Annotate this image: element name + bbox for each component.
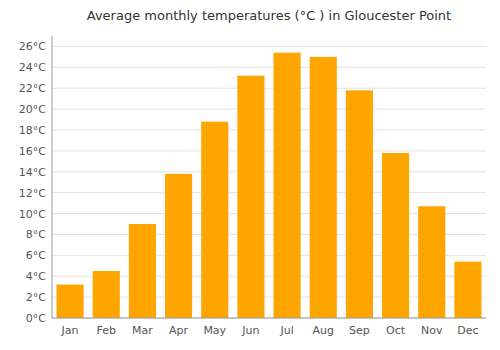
grid-line <box>52 67 486 68</box>
y-tick-label: 18°C <box>19 124 46 137</box>
grid-line <box>52 109 486 110</box>
bar <box>310 57 337 318</box>
y-tick-label: 0°C <box>26 312 46 325</box>
bar <box>93 271 120 318</box>
bar <box>57 285 84 318</box>
x-tick-label: May <box>203 324 226 337</box>
y-tick-label: 8°C <box>26 228 46 241</box>
y-tick-label: 6°C <box>26 249 46 262</box>
x-tick-label: Feb <box>97 324 116 337</box>
x-tick-label: Oct <box>386 324 406 337</box>
y-tick-label: 20°C <box>19 103 46 116</box>
y-tick-label: 24°C <box>19 61 46 74</box>
x-tick-label: Jan <box>61 324 79 337</box>
grid-line <box>52 130 486 131</box>
y-axis-line <box>52 36 53 318</box>
bar <box>129 224 156 318</box>
x-tick-label: Jul <box>279 324 293 337</box>
y-tick-label: 14°C <box>19 166 46 179</box>
y-tick-label: 16°C <box>19 145 46 158</box>
grid-line <box>52 46 486 47</box>
bar <box>237 76 264 318</box>
bar <box>165 174 192 318</box>
bar <box>454 262 481 318</box>
y-tick-label: 12°C <box>19 187 46 200</box>
bar <box>382 153 409 318</box>
grid-line <box>52 171 486 172</box>
x-tick-label: Aug <box>313 324 334 337</box>
x-tick-label: Sep <box>349 324 370 337</box>
bar <box>201 122 228 318</box>
x-tick-label: Mar <box>132 324 153 337</box>
grid-line <box>52 192 486 193</box>
bar <box>418 206 445 318</box>
grid-line <box>52 318 486 319</box>
y-tick-label: 4°C <box>26 270 46 283</box>
grid-line <box>52 150 486 151</box>
x-tick-label: Apr <box>169 324 189 337</box>
x-axis-line <box>52 318 486 319</box>
x-tick-label: Nov <box>421 324 443 337</box>
grid <box>52 46 486 318</box>
y-tick-label: 10°C <box>19 208 46 221</box>
x-tick-label: Dec <box>457 324 478 337</box>
bar <box>274 53 301 318</box>
y-tick-label: 26°C <box>19 40 46 53</box>
grid-line <box>52 88 486 89</box>
x-tick-label: Jun <box>241 324 259 337</box>
y-tick-label: 22°C <box>19 82 46 95</box>
title: Average monthly temperatures (°C ) in Gl… <box>87 8 451 23</box>
chart: Average monthly temperatures (°C ) in Gl… <box>0 0 500 350</box>
y-tick-label: 2°C <box>26 291 46 304</box>
bar <box>346 90 373 318</box>
bars <box>57 53 482 318</box>
